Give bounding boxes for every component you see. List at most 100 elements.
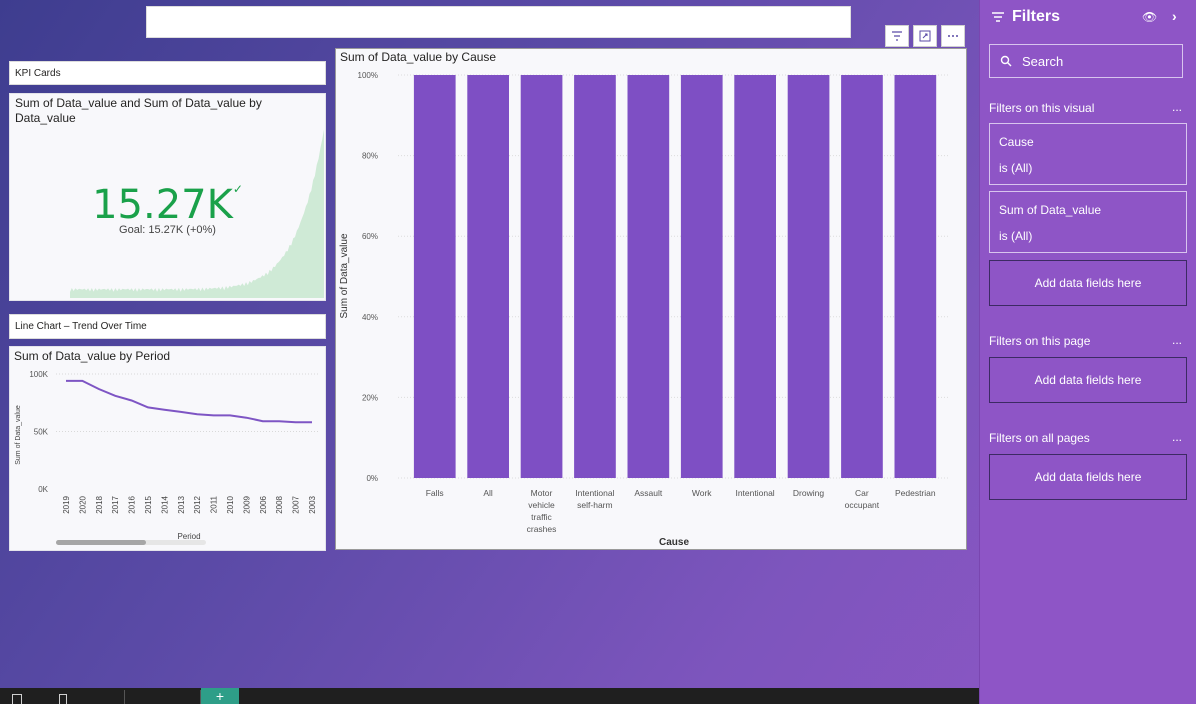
filter-card-cause[interactable]: Cause is (All) bbox=[989, 123, 1187, 185]
x-tick-label: Pedestrian bbox=[895, 488, 936, 498]
more-options-icon[interactable]: ... bbox=[1172, 430, 1183, 444]
focus-mode-icon[interactable] bbox=[913, 25, 937, 47]
x-axis-title: Cause bbox=[659, 537, 689, 548]
x-tick-label: 2003 bbox=[308, 495, 317, 513]
x-tick-label: Falls bbox=[426, 488, 444, 498]
filter-card-sum-data-value[interactable]: Sum of Data_value is (All) bbox=[989, 191, 1187, 253]
add-all-pages-filter-drop[interactable]: Add data fields here bbox=[989, 454, 1187, 500]
bar[interactable] bbox=[894, 75, 937, 478]
page-tabs-bar bbox=[0, 688, 979, 704]
y-axis-title: Sum of Data_value bbox=[339, 233, 350, 318]
series-line bbox=[66, 379, 312, 424]
kpi-title: Sum of Data_value and Sum of Data_value … bbox=[15, 96, 262, 125]
report-canvas: KPI Cards Sum of Data_value and Sum of D… bbox=[9, 6, 967, 551]
x-tick-label: 2006 bbox=[259, 495, 268, 513]
x-tick-label: Intentional self-harm bbox=[575, 488, 614, 510]
search-placeholder: Search bbox=[1022, 53, 1064, 69]
y-tick-label: 40% bbox=[362, 313, 378, 322]
y-axis-title: Sum of Data_value bbox=[15, 405, 22, 465]
line-chart-svg: 100K 50K 0K 2019 2020 2018 2017 2016 2015 2014 20… bbox=[15, 370, 320, 541]
line-chart-visual[interactable]: Sum of Data_value by Period 100K 50K 0K 20… bbox=[9, 346, 326, 551]
x-tick-label: Work bbox=[692, 488, 712, 498]
divider bbox=[200, 690, 201, 704]
bar[interactable] bbox=[734, 75, 776, 478]
x-tick-label: 2015 bbox=[144, 495, 153, 513]
all-pages-filters-heading: Filters on all pages bbox=[989, 431, 1090, 445]
kpi-value-row: 15.27K✓ bbox=[10, 182, 325, 228]
y-tick-label: 100% bbox=[358, 71, 378, 80]
add-page-button[interactable]: + bbox=[201, 688, 239, 704]
x-tick-label: Motor vehicle traffic crashes bbox=[527, 488, 557, 534]
bar[interactable] bbox=[841, 75, 883, 478]
x-tick-label: Intentional bbox=[735, 488, 774, 498]
kpi-card[interactable]: Sum of Data_value and Sum of Data_value … bbox=[9, 93, 326, 301]
bar[interactable] bbox=[413, 75, 456, 478]
x-tick-label: Car occupant bbox=[845, 488, 880, 510]
bar[interactable] bbox=[627, 75, 670, 478]
chevron-right-icon[interactable]: › bbox=[1172, 8, 1177, 24]
filter-field: Cause bbox=[999, 135, 1034, 149]
bar[interactable] bbox=[787, 75, 830, 478]
filters-pane: Filters 👁 › Search Filters on this visua… bbox=[979, 0, 1196, 704]
filter-state: is (All) bbox=[999, 161, 1033, 175]
y-tick-label: 0K bbox=[38, 485, 48, 494]
y-tick-label: 60% bbox=[362, 232, 378, 241]
line-chart-title: Sum of Data_value by Period bbox=[14, 349, 171, 363]
x-tick-label: 2018 bbox=[95, 495, 104, 513]
scrollbar-thumb[interactable] bbox=[56, 540, 146, 545]
bar[interactable] bbox=[467, 75, 509, 478]
filters-title: Filters bbox=[1012, 8, 1061, 25]
more-options-icon[interactable] bbox=[941, 25, 965, 47]
eye-icon[interactable]: 👁 bbox=[1142, 10, 1158, 24]
filters-header: Filters bbox=[992, 8, 1060, 26]
x-tick-label: 2019 bbox=[62, 495, 71, 513]
x-tick-label: Assault bbox=[634, 488, 663, 498]
filters-search-box[interactable]: Search bbox=[989, 44, 1183, 78]
x-tick-label: 2011 bbox=[210, 495, 219, 513]
y-tick-label: 50K bbox=[34, 428, 49, 437]
filter-icon bbox=[992, 12, 1004, 22]
x-tick-label: 2007 bbox=[292, 495, 301, 513]
bar[interactable] bbox=[520, 75, 563, 478]
horizontal-scrollbar[interactable] bbox=[56, 540, 206, 545]
kpi-section-label: KPI Cards bbox=[9, 61, 326, 85]
y-tick-label: 20% bbox=[362, 393, 378, 402]
add-visual-filter-drop[interactable]: Add data fields here bbox=[989, 260, 1187, 306]
x-tick-label: 2012 bbox=[193, 495, 202, 513]
title-textbox[interactable] bbox=[146, 6, 851, 38]
more-options-icon[interactable]: ... bbox=[1172, 100, 1183, 114]
line-section-label: Line Chart – Trend Over Time bbox=[9, 314, 326, 339]
divider bbox=[124, 690, 125, 704]
search-icon bbox=[1000, 55, 1012, 67]
filter-field: Sum of Data_value bbox=[999, 203, 1102, 217]
bar-chart-visual[interactable]: Sum of Data_value by Cause 100% 80% 60% 40%… bbox=[335, 48, 967, 550]
x-tick-label: 2013 bbox=[177, 495, 186, 513]
x-tick-label: 2009 bbox=[242, 495, 251, 513]
kpi-goal: Goal: 15.27K (+0%) bbox=[119, 224, 216, 236]
x-tick-label: 2010 bbox=[226, 495, 235, 513]
x-tick-label: All bbox=[483, 488, 493, 498]
visual-filters-heading: Filters on this visual bbox=[989, 101, 1095, 115]
x-tick-label: 2020 bbox=[78, 495, 87, 513]
filter-icon[interactable] bbox=[885, 25, 909, 47]
desktop-view-icon[interactable] bbox=[12, 694, 22, 704]
bar-chart-title: Sum of Data_value by Cause bbox=[340, 50, 497, 64]
bar-chart-svg: 100% 80% 60% 40% 20% 0% Falls All Motor vehicle t… bbox=[339, 71, 950, 548]
mobile-view-icon[interactable] bbox=[59, 694, 67, 704]
kpi-trend-area bbox=[70, 129, 324, 298]
check-icon: ✓ bbox=[232, 182, 243, 196]
more-options-icon[interactable]: ... bbox=[1172, 333, 1183, 347]
page-filters-heading: Filters on this page bbox=[989, 334, 1091, 348]
y-tick-label: 100K bbox=[29, 370, 48, 379]
bar[interactable] bbox=[574, 75, 616, 478]
x-tick-label: 2014 bbox=[160, 495, 169, 513]
x-axis-title: Period bbox=[177, 532, 200, 541]
bar[interactable] bbox=[680, 75, 723, 478]
x-tick-label: 2017 bbox=[111, 495, 120, 513]
add-page-filter-drop[interactable]: Add data fields here bbox=[989, 357, 1187, 403]
y-tick-label: 0% bbox=[366, 474, 378, 483]
visual-header bbox=[885, 25, 965, 47]
kpi-value: 15.27K bbox=[92, 182, 233, 228]
filter-state: is (All) bbox=[999, 229, 1033, 243]
x-tick-label: Drowing bbox=[793, 488, 824, 498]
